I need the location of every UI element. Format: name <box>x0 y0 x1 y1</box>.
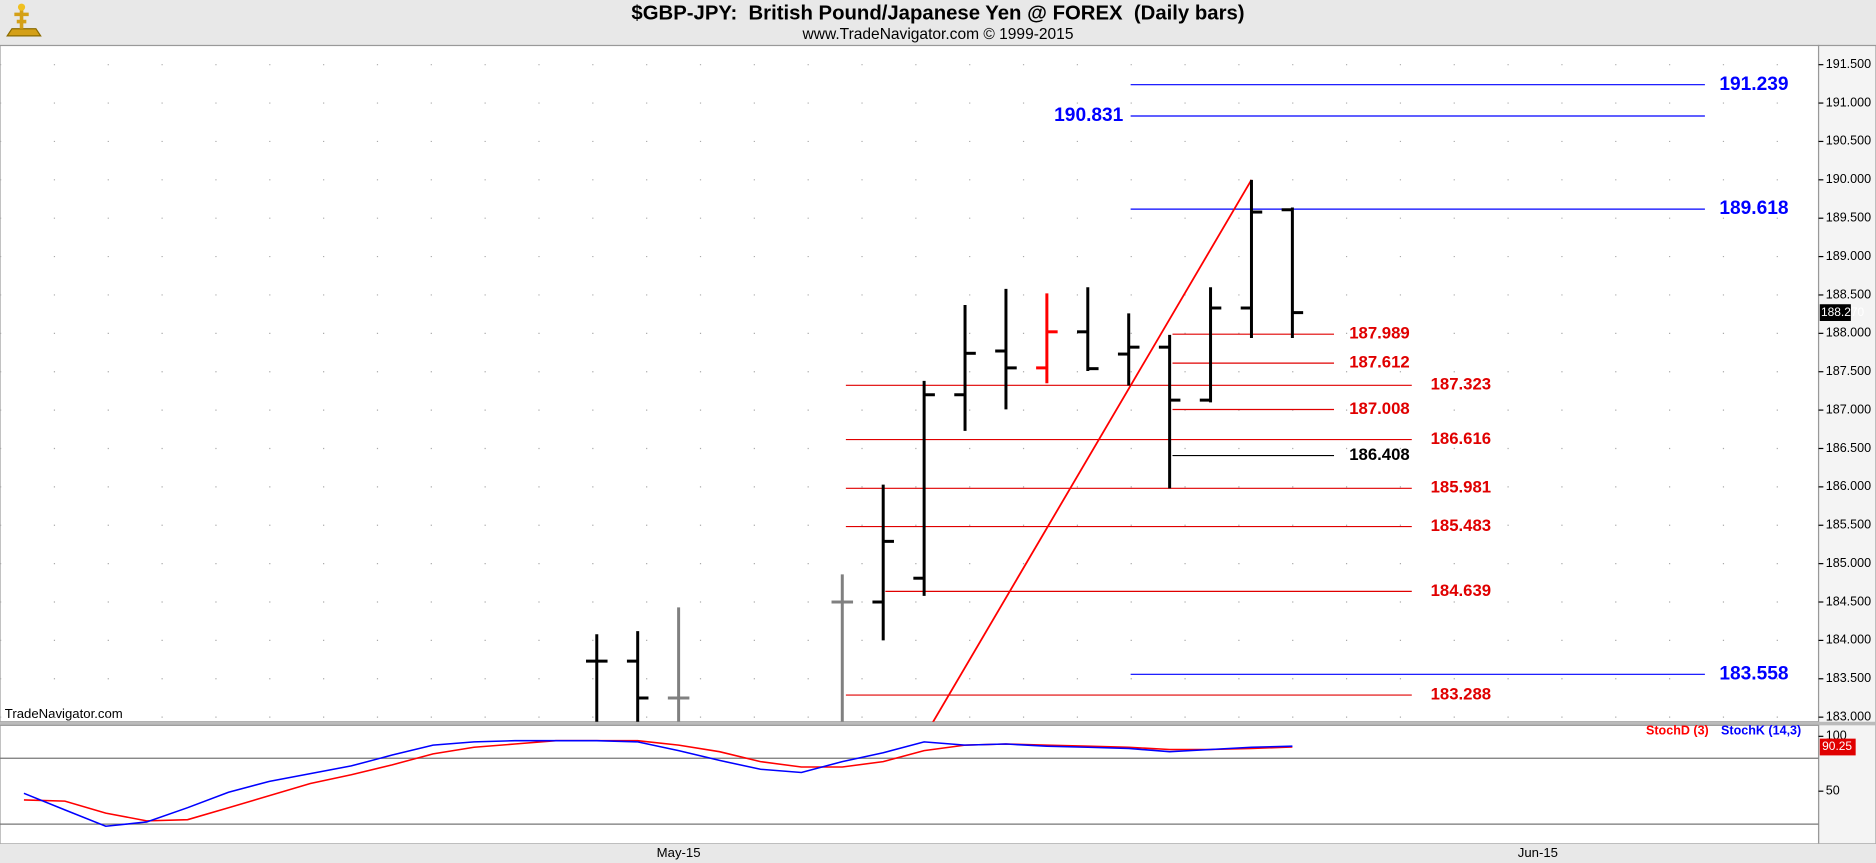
x-tick-label: May-15 <box>657 845 701 860</box>
stoch-line <box>23 739 1293 822</box>
level-label: 183.558 <box>1719 663 1788 684</box>
y-tick-label: 189.000 <box>1826 249 1871 263</box>
trendline <box>932 179 1253 722</box>
panel-separator <box>0 721 1876 726</box>
y-tick-label: 185.500 <box>1826 518 1871 532</box>
y-tick-label: 188.500 <box>1826 287 1871 301</box>
chart-subtitle: www.TradeNavigator.com © 1999-2015 <box>802 26 1074 43</box>
last-stoch-label: 90.25 <box>1822 739 1852 753</box>
stoch-plot <box>0 739 1819 828</box>
legend-entry: StochD (3) <box>1646 724 1709 738</box>
x-tick-label: Jun-15 <box>1518 845 1558 860</box>
level-label: 187.989 <box>1349 324 1410 343</box>
y-tick-label: 187.000 <box>1826 402 1871 416</box>
header-bg <box>0 0 1876 46</box>
legend-entry: StochK (14,3) <box>1721 724 1801 738</box>
footer-bg <box>0 843 1876 863</box>
level-label: 183.288 <box>1431 684 1492 703</box>
level-label: 187.008 <box>1349 399 1410 418</box>
level-label: 185.981 <box>1431 478 1492 497</box>
y-tick-label: 189.500 <box>1826 211 1871 225</box>
y-tick-label: 185.000 <box>1826 556 1871 570</box>
y-tick-label: 188.000 <box>1826 326 1871 340</box>
y-tick-label: 186.500 <box>1826 441 1871 455</box>
chart-title: $GBP-JPY: British Pound/Japanese Yen @ F… <box>631 3 1244 25</box>
stoch-line <box>23 739 1293 828</box>
level-label: 190.831 <box>1054 105 1123 126</box>
y-tick-label: 186.000 <box>1826 479 1871 493</box>
level-label: 187.612 <box>1349 353 1410 372</box>
stoch-panel <box>0 724 1820 845</box>
level-label: 184.639 <box>1431 581 1492 600</box>
level-label: 187.323 <box>1431 375 1492 394</box>
last-price-box <box>1819 304 1851 321</box>
y-tick-label: 184.000 <box>1826 633 1871 647</box>
level-label: 186.616 <box>1431 429 1492 448</box>
price-plot <box>0 64 1819 722</box>
level-label: 185.483 <box>1431 516 1492 535</box>
y-tick-label: 183.500 <box>1826 671 1871 685</box>
y-tick-label: 190.000 <box>1826 172 1871 186</box>
price-panel <box>0 44 1820 723</box>
y-tick-label: 191.000 <box>1826 95 1871 109</box>
y-tick-label: 184.500 <box>1826 594 1871 608</box>
last-price-label: 188.270 <box>1821 305 1865 319</box>
level-label: 186.408 <box>1349 445 1410 464</box>
y-tick-label: 191.500 <box>1826 57 1871 71</box>
axis-area <box>1817 44 1876 845</box>
level-label: 189.618 <box>1719 198 1788 219</box>
last-stoch-box <box>1819 738 1856 756</box>
level-label: 191.239 <box>1719 74 1788 95</box>
y-tick-label: 50 <box>1826 783 1840 797</box>
watermark: TradeNavigator.com <box>5 706 123 721</box>
logo <box>6 3 42 37</box>
y-tick-label: 190.500 <box>1826 134 1871 148</box>
y-tick-label: 183.000 <box>1826 709 1871 723</box>
y-tick-label: 187.500 <box>1826 364 1871 378</box>
